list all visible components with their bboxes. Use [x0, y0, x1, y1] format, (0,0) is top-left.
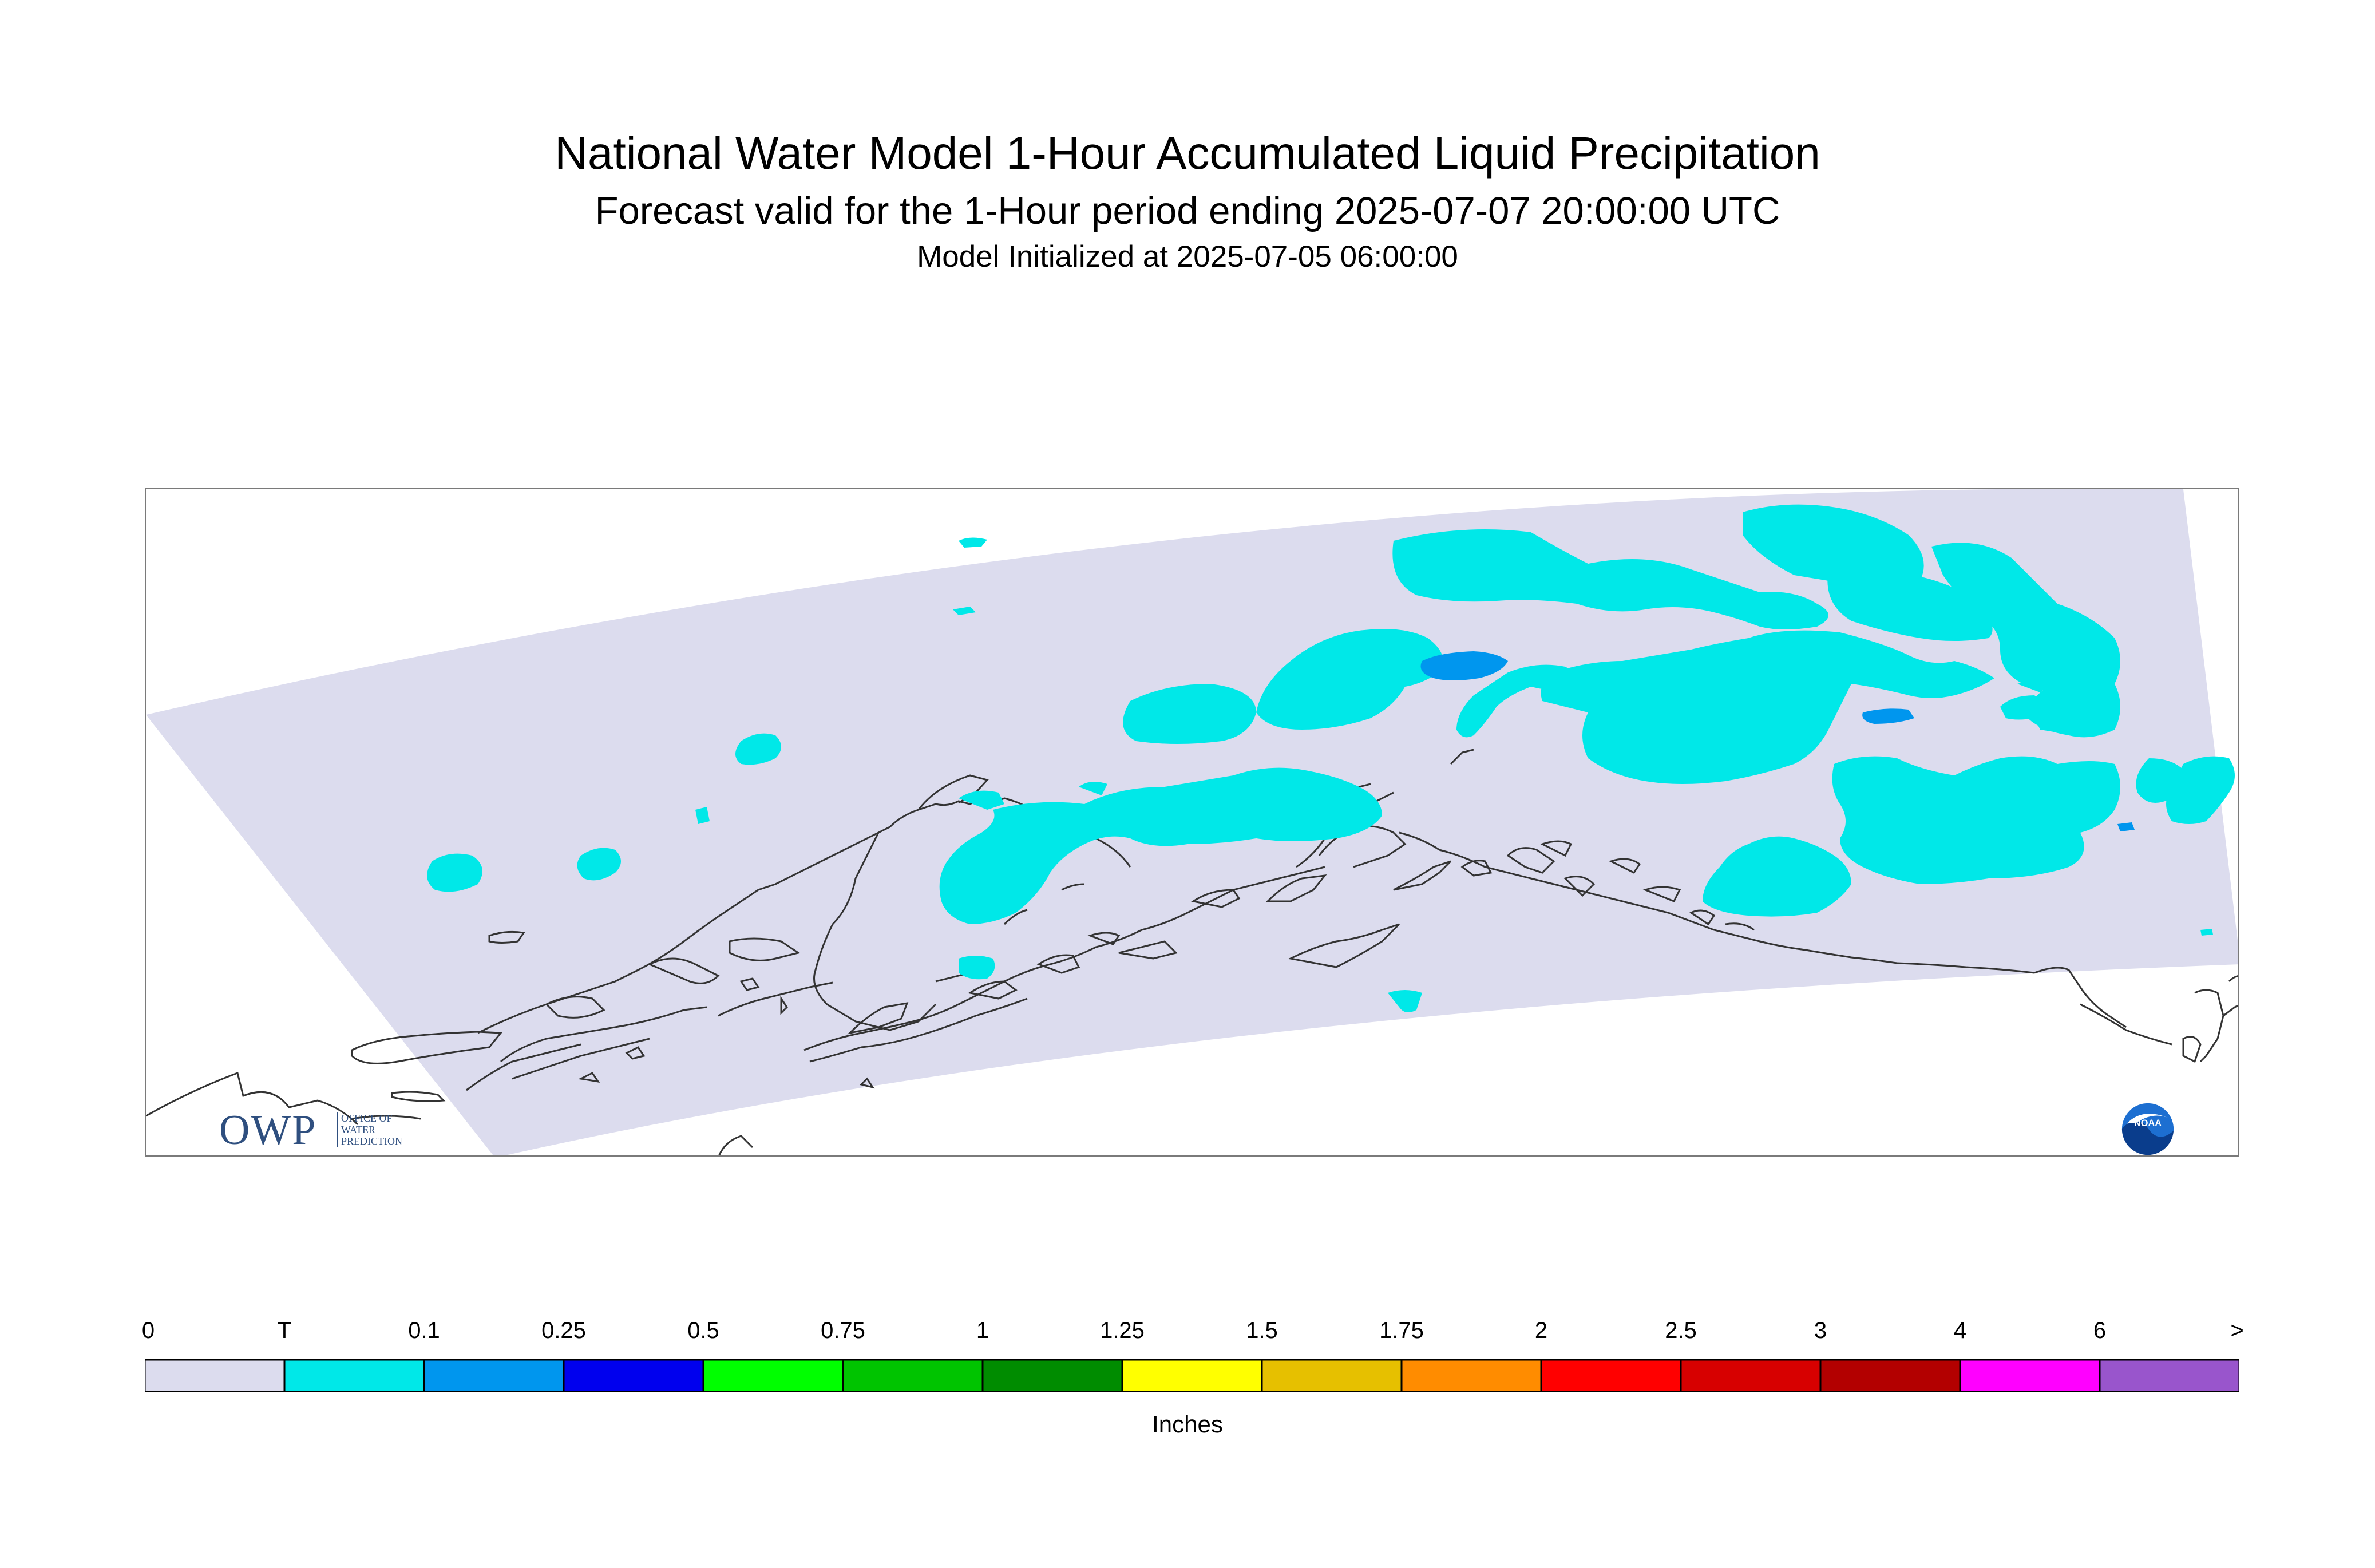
legend-tick-label: 1.25 — [1100, 1318, 1145, 1343]
legend-tick-label: 0.1 — [408, 1318, 440, 1343]
legend-swatch — [423, 1359, 565, 1392]
legend-swatch — [2099, 1359, 2239, 1392]
map-panel: OWP OFFICE OF WATER PREDICTION NOAA — [145, 488, 2239, 1157]
legend-swatch — [563, 1359, 704, 1392]
legend-tick-label: 6 — [2093, 1318, 2107, 1343]
forecast-valid-line: Forecast valid for the 1-Hour period end… — [595, 189, 1780, 232]
legend-tick-label: > — [2230, 1318, 2244, 1343]
noaa-logo-icon: NOAA — [2120, 1102, 2175, 1155]
owp-logo-subtitle: OFFICE OF WATER PREDICTION — [337, 1112, 402, 1147]
legend-tick-label: 0.25 — [541, 1318, 586, 1343]
owp-sub-line-3: PREDICTION — [341, 1135, 402, 1147]
legend-swatch — [702, 1359, 844, 1392]
legend-tick-label: 0 — [141, 1318, 155, 1343]
legend-tick-label: 1.5 — [1246, 1318, 1278, 1343]
owp-logo-text: OWP — [219, 1107, 317, 1154]
legend-swatch — [145, 1359, 286, 1392]
noaa-logo-text: NOAA — [2134, 1118, 2162, 1129]
legend-tick-label: 3 — [1814, 1318, 1827, 1343]
precip-light-areas — [1420, 651, 2135, 831]
legend-colorbar — [145, 1359, 2239, 1392]
legend-swatch — [1959, 1359, 2101, 1392]
legend-swatch — [1121, 1359, 1263, 1392]
legend-swatch — [1261, 1359, 1403, 1392]
legend-tick-label: 1.75 — [1379, 1318, 1424, 1343]
precip-trace-areas — [427, 504, 2235, 1012]
owp-sub-line-2: WATER — [341, 1124, 375, 1135]
model-init-line: Model Initialized at 2025-07-05 06:00:00 — [917, 240, 1458, 274]
legend-tick-label: 2 — [1534, 1318, 1548, 1343]
legend-units-label: Inches — [1152, 1411, 1223, 1438]
legend-tick-label: 4 — [1953, 1318, 1967, 1343]
legend-swatch — [283, 1359, 425, 1392]
legend-swatch — [1540, 1359, 1682, 1392]
owp-sub-line-1: OFFICE OF — [341, 1112, 393, 1124]
legend-tick-label: 0.75 — [821, 1318, 865, 1343]
coastline — [146, 749, 2238, 1155]
legend-swatch — [981, 1359, 1123, 1392]
map-title: National Water Model 1-Hour Accumulated … — [555, 128, 1820, 179]
legend-tick-label: T — [277, 1318, 292, 1343]
legend-tick-label: 2.5 — [1665, 1318, 1697, 1343]
legend-tick-label: 0.5 — [687, 1318, 719, 1343]
legend-swatch — [842, 1359, 984, 1392]
legend-swatch — [1680, 1359, 1822, 1392]
precipitation-map — [146, 489, 2238, 1155]
legend-swatch — [1400, 1359, 1542, 1392]
legend-swatch — [1819, 1359, 1961, 1392]
legend-tick-label: 1 — [976, 1318, 989, 1343]
